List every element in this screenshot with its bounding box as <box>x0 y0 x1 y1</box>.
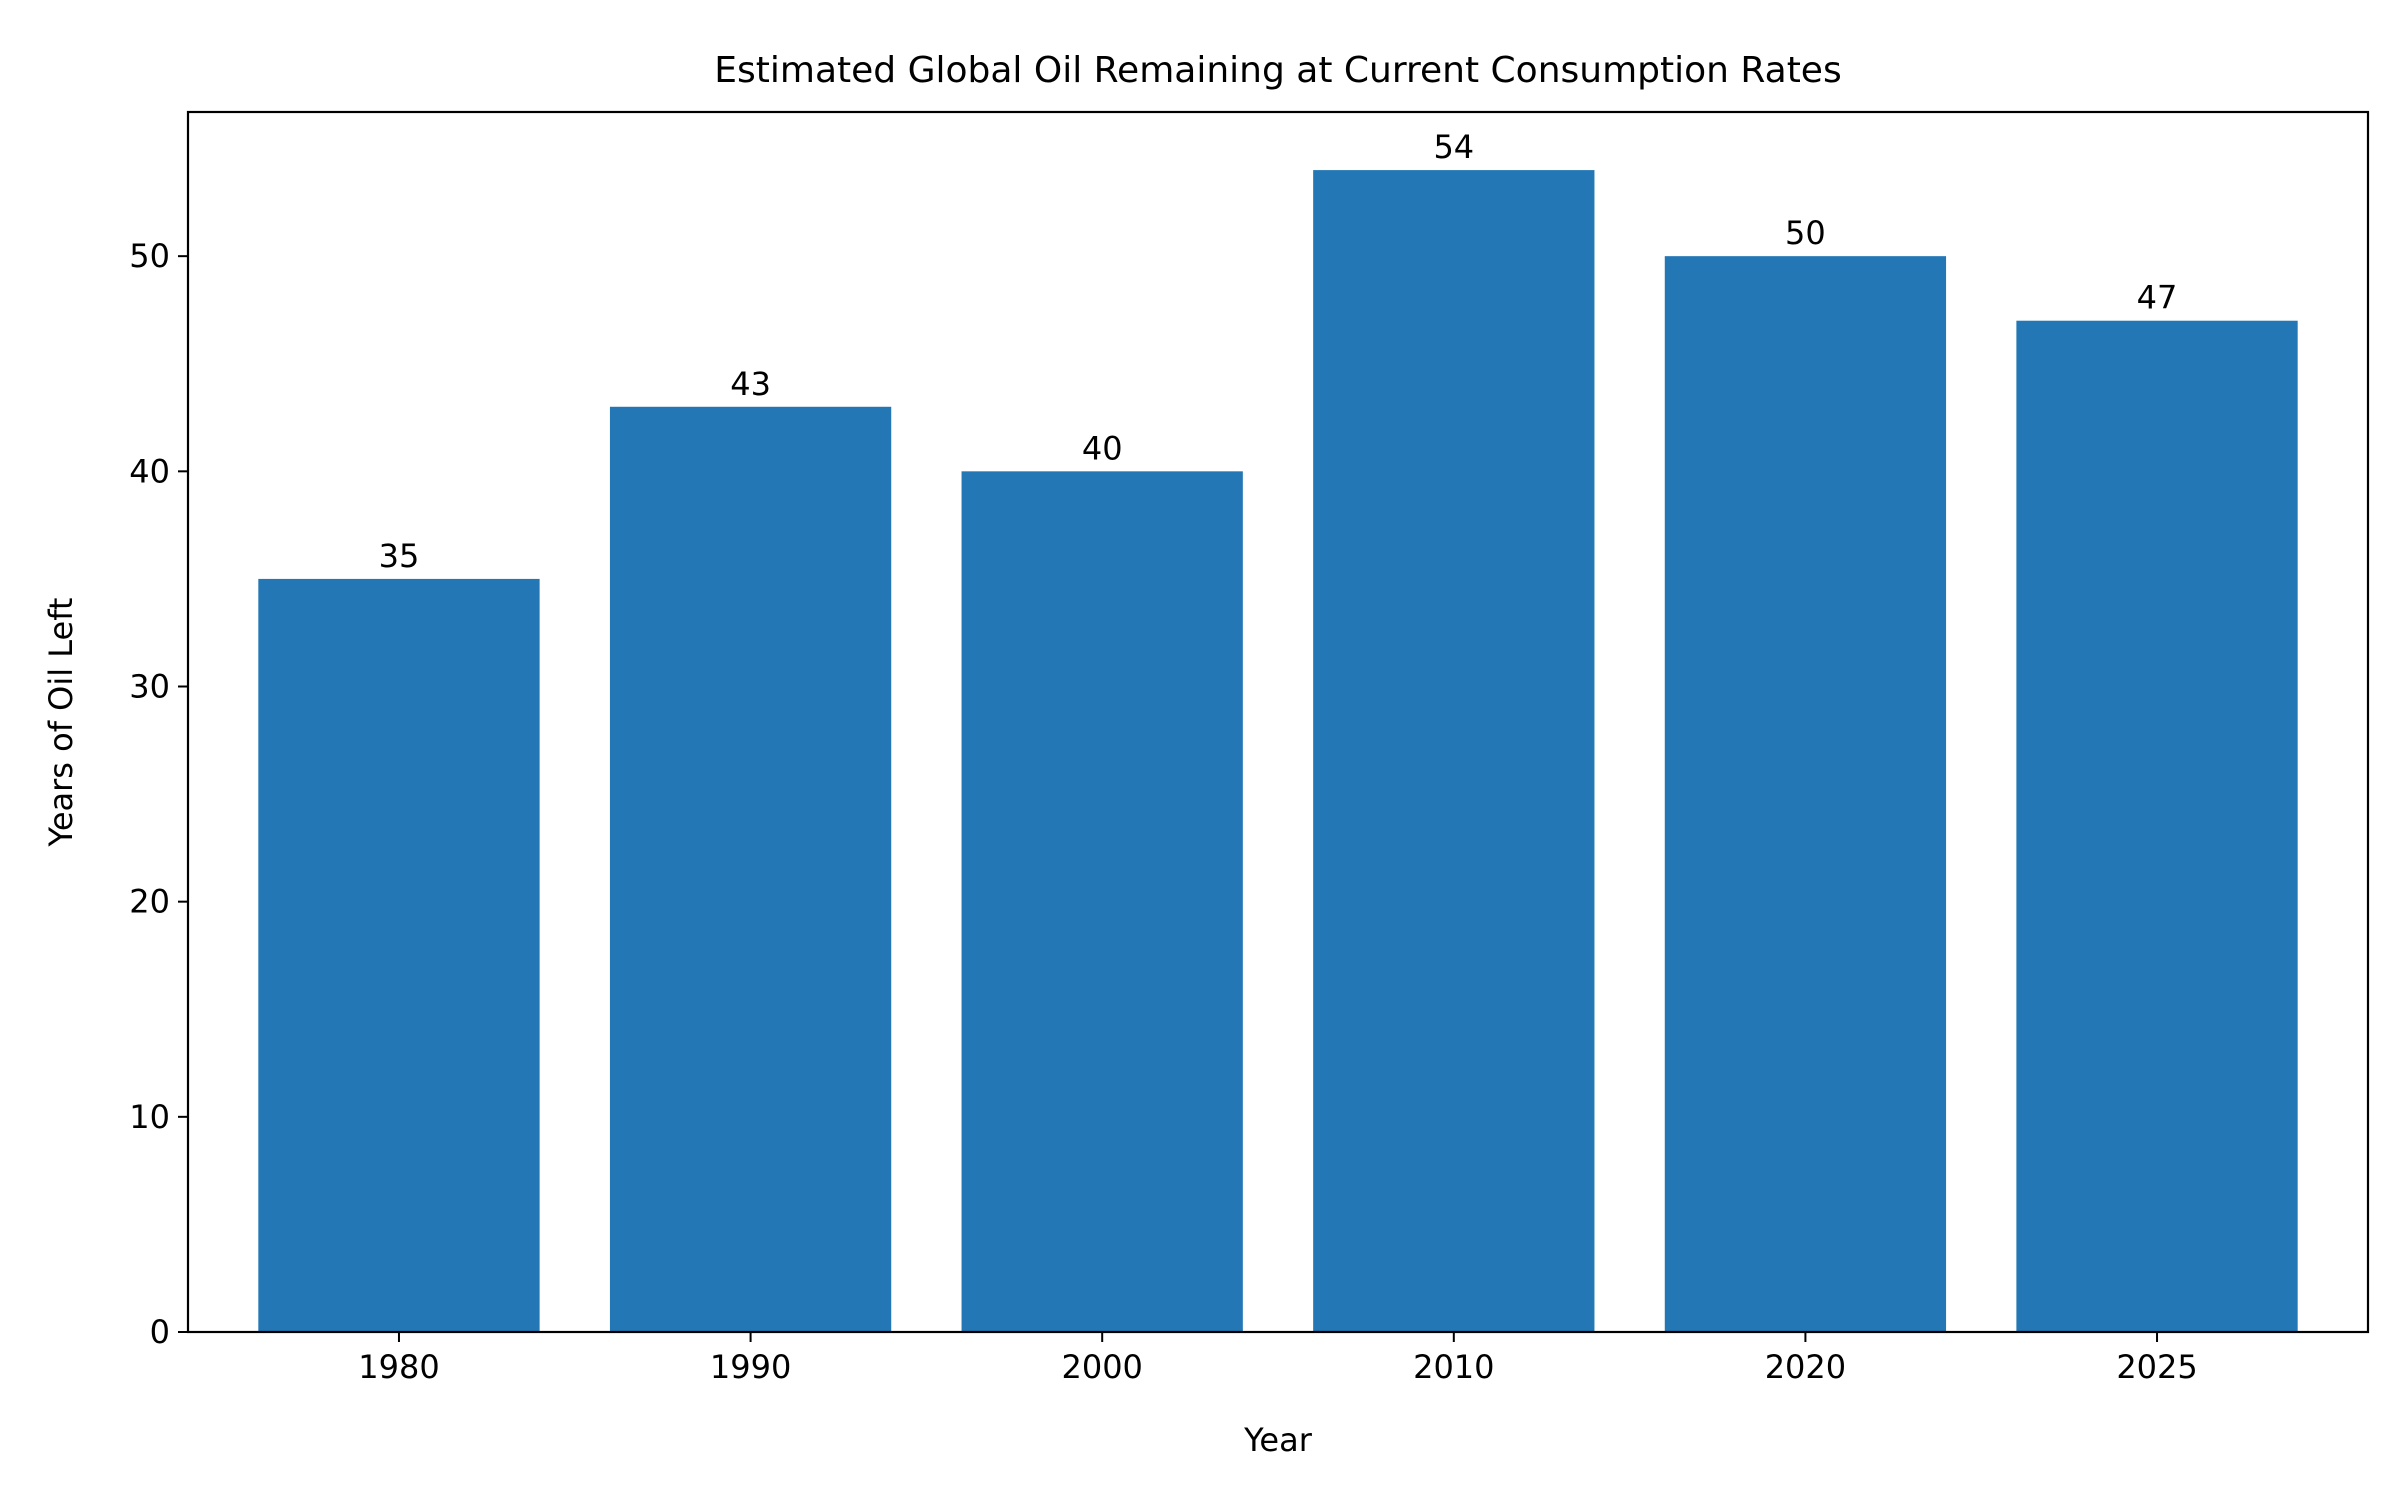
data-label: 50 <box>1785 214 1826 252</box>
y-tick-label: 10 <box>129 1098 170 1136</box>
chart-title: Estimated Global Oil Remaining at Curren… <box>714 50 1841 91</box>
plot-area: 35 43 40 54 50 47 1980 1990 2000 2010 2020 2025 0 10 2… <box>129 128 2298 1386</box>
bar-1990 <box>609 406 892 1332</box>
data-label: 40 <box>1082 429 1123 467</box>
x-tick-label: 1990 <box>710 1348 791 1386</box>
x-tick-label: 2025 <box>2116 1348 2197 1386</box>
x-axis-label: Year <box>1243 1421 1313 1459</box>
data-label: 54 <box>1433 128 1474 166</box>
y-tick-label: 30 <box>129 667 170 705</box>
bar-2020 <box>1664 256 1947 1333</box>
bar-2010 <box>1313 170 1595 1333</box>
data-label: 47 <box>2137 279 2178 317</box>
data-label: 35 <box>379 537 420 575</box>
data-label: 43 <box>730 365 771 403</box>
y-tick-label: 20 <box>129 883 170 921</box>
y-tick-label: 0 <box>150 1313 170 1351</box>
bar-2025 <box>2016 320 2298 1332</box>
plot-frame <box>186 110 2370 1334</box>
bar-2000 <box>961 471 1243 1332</box>
y-tick-label: 50 <box>129 237 170 275</box>
bar-1980 <box>258 578 540 1332</box>
x-tick-label: 2000 <box>1061 1348 1142 1386</box>
x-tick-label: 1980 <box>358 1348 439 1386</box>
y-tick-label: 40 <box>129 452 170 490</box>
x-tick-label: 2020 <box>1765 1348 1846 1386</box>
y-axis-label: Years of Oil Left <box>42 598 80 848</box>
x-tick-label: 2010 <box>1413 1348 1494 1386</box>
